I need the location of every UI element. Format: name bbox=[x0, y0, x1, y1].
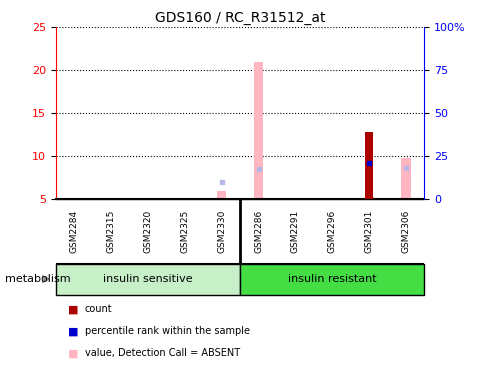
Text: GSM2301: GSM2301 bbox=[364, 210, 373, 253]
Bar bbox=[217, 191, 226, 199]
Text: GSM2291: GSM2291 bbox=[290, 210, 299, 253]
Text: insulin resistant: insulin resistant bbox=[287, 274, 376, 284]
Text: GSM2306: GSM2306 bbox=[401, 210, 409, 253]
Text: GSM2320: GSM2320 bbox=[143, 210, 152, 253]
Text: GSM2330: GSM2330 bbox=[217, 210, 226, 253]
Text: GSM2296: GSM2296 bbox=[327, 210, 336, 253]
Text: count: count bbox=[85, 304, 112, 314]
Text: ■: ■ bbox=[68, 304, 78, 314]
Text: GSM2286: GSM2286 bbox=[254, 210, 262, 253]
Text: percentile rank within the sample: percentile rank within the sample bbox=[85, 326, 249, 336]
Bar bbox=[364, 197, 373, 199]
Text: metabolism: metabolism bbox=[5, 274, 70, 284]
Text: GSM2284: GSM2284 bbox=[70, 210, 78, 253]
Bar bbox=[401, 158, 409, 199]
Text: value, Detection Call = ABSENT: value, Detection Call = ABSENT bbox=[85, 348, 240, 358]
Text: ■: ■ bbox=[68, 326, 78, 336]
Bar bbox=[56, 264, 240, 295]
Bar bbox=[364, 132, 372, 199]
Bar bbox=[240, 264, 424, 295]
Text: GSM2325: GSM2325 bbox=[180, 210, 189, 253]
Text: GSM2315: GSM2315 bbox=[106, 210, 115, 253]
Text: insulin sensitive: insulin sensitive bbox=[103, 274, 192, 284]
Bar bbox=[254, 62, 262, 199]
Text: ■: ■ bbox=[68, 348, 78, 358]
Title: GDS160 / RC_R31512_at: GDS160 / RC_R31512_at bbox=[154, 11, 325, 25]
